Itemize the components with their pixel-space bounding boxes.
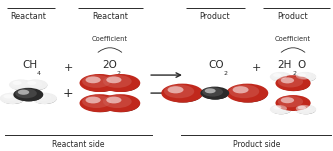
Circle shape: [298, 106, 306, 109]
Circle shape: [86, 97, 101, 103]
Circle shape: [296, 105, 312, 112]
Circle shape: [200, 87, 229, 100]
Text: CO: CO: [209, 60, 224, 70]
Circle shape: [296, 105, 316, 114]
Circle shape: [35, 94, 45, 98]
Circle shape: [25, 80, 47, 90]
Text: Coefficient: Coefficient: [92, 36, 128, 42]
Circle shape: [27, 81, 36, 85]
Circle shape: [80, 74, 120, 92]
Text: +: +: [64, 63, 73, 73]
Circle shape: [273, 106, 281, 109]
Text: Product: Product: [199, 12, 230, 21]
Text: Reactant: Reactant: [92, 12, 128, 21]
Circle shape: [1, 93, 20, 101]
Text: Reactant side: Reactant side: [52, 140, 105, 149]
Text: 2: 2: [117, 71, 121, 76]
Circle shape: [11, 80, 33, 90]
Circle shape: [202, 87, 223, 97]
Circle shape: [13, 88, 43, 101]
Circle shape: [82, 76, 119, 92]
Circle shape: [273, 73, 281, 77]
Circle shape: [270, 72, 292, 82]
Circle shape: [278, 96, 310, 111]
Circle shape: [25, 80, 43, 88]
Circle shape: [298, 73, 306, 77]
Text: 2: 2: [223, 71, 227, 76]
Circle shape: [18, 90, 29, 95]
Circle shape: [229, 85, 259, 98]
Circle shape: [229, 85, 268, 103]
Circle shape: [24, 79, 48, 90]
Circle shape: [281, 77, 294, 83]
Text: +: +: [63, 87, 74, 100]
Circle shape: [167, 86, 183, 93]
Text: +: +: [252, 63, 261, 73]
Circle shape: [294, 72, 316, 82]
Circle shape: [233, 86, 248, 93]
Circle shape: [103, 75, 132, 88]
Circle shape: [296, 72, 312, 79]
Circle shape: [271, 105, 291, 114]
Circle shape: [103, 76, 140, 92]
Circle shape: [106, 76, 122, 83]
Text: Coefficient: Coefficient: [275, 36, 311, 42]
Circle shape: [1, 94, 25, 104]
Text: Reactant: Reactant: [10, 12, 46, 21]
Circle shape: [271, 105, 287, 112]
Circle shape: [82, 95, 111, 108]
Circle shape: [278, 76, 303, 87]
Circle shape: [278, 96, 303, 107]
Circle shape: [3, 94, 13, 98]
Circle shape: [226, 84, 268, 103]
Circle shape: [271, 72, 287, 79]
Circle shape: [294, 104, 316, 114]
Circle shape: [281, 97, 294, 103]
Text: Product side: Product side: [233, 140, 280, 149]
Circle shape: [0, 93, 25, 104]
Circle shape: [205, 88, 216, 93]
Text: 2: 2: [292, 71, 296, 76]
Text: Product: Product: [278, 12, 308, 21]
Text: CH: CH: [22, 60, 37, 70]
Circle shape: [80, 94, 120, 112]
Circle shape: [270, 104, 292, 114]
Circle shape: [296, 73, 316, 82]
Circle shape: [164, 85, 194, 98]
Circle shape: [106, 97, 122, 103]
Text: 2O: 2O: [102, 60, 117, 70]
Text: 2H: 2H: [277, 60, 291, 70]
Circle shape: [32, 93, 57, 104]
Circle shape: [103, 95, 132, 108]
Circle shape: [275, 95, 311, 111]
Circle shape: [33, 94, 57, 104]
Text: O: O: [298, 60, 306, 70]
Circle shape: [275, 75, 311, 91]
Circle shape: [164, 85, 202, 103]
Circle shape: [9, 79, 33, 90]
Circle shape: [278, 77, 310, 91]
Circle shape: [202, 88, 229, 100]
Circle shape: [161, 84, 203, 103]
Text: +: +: [251, 87, 262, 100]
Circle shape: [15, 88, 37, 98]
Circle shape: [271, 73, 291, 82]
Text: 4: 4: [37, 71, 41, 76]
Circle shape: [86, 76, 101, 83]
Circle shape: [11, 80, 28, 88]
Circle shape: [103, 96, 140, 112]
Circle shape: [15, 89, 43, 101]
Circle shape: [82, 75, 111, 88]
Circle shape: [82, 96, 119, 112]
Circle shape: [100, 74, 140, 92]
Circle shape: [13, 81, 22, 85]
Circle shape: [33, 93, 52, 101]
Circle shape: [100, 94, 140, 112]
